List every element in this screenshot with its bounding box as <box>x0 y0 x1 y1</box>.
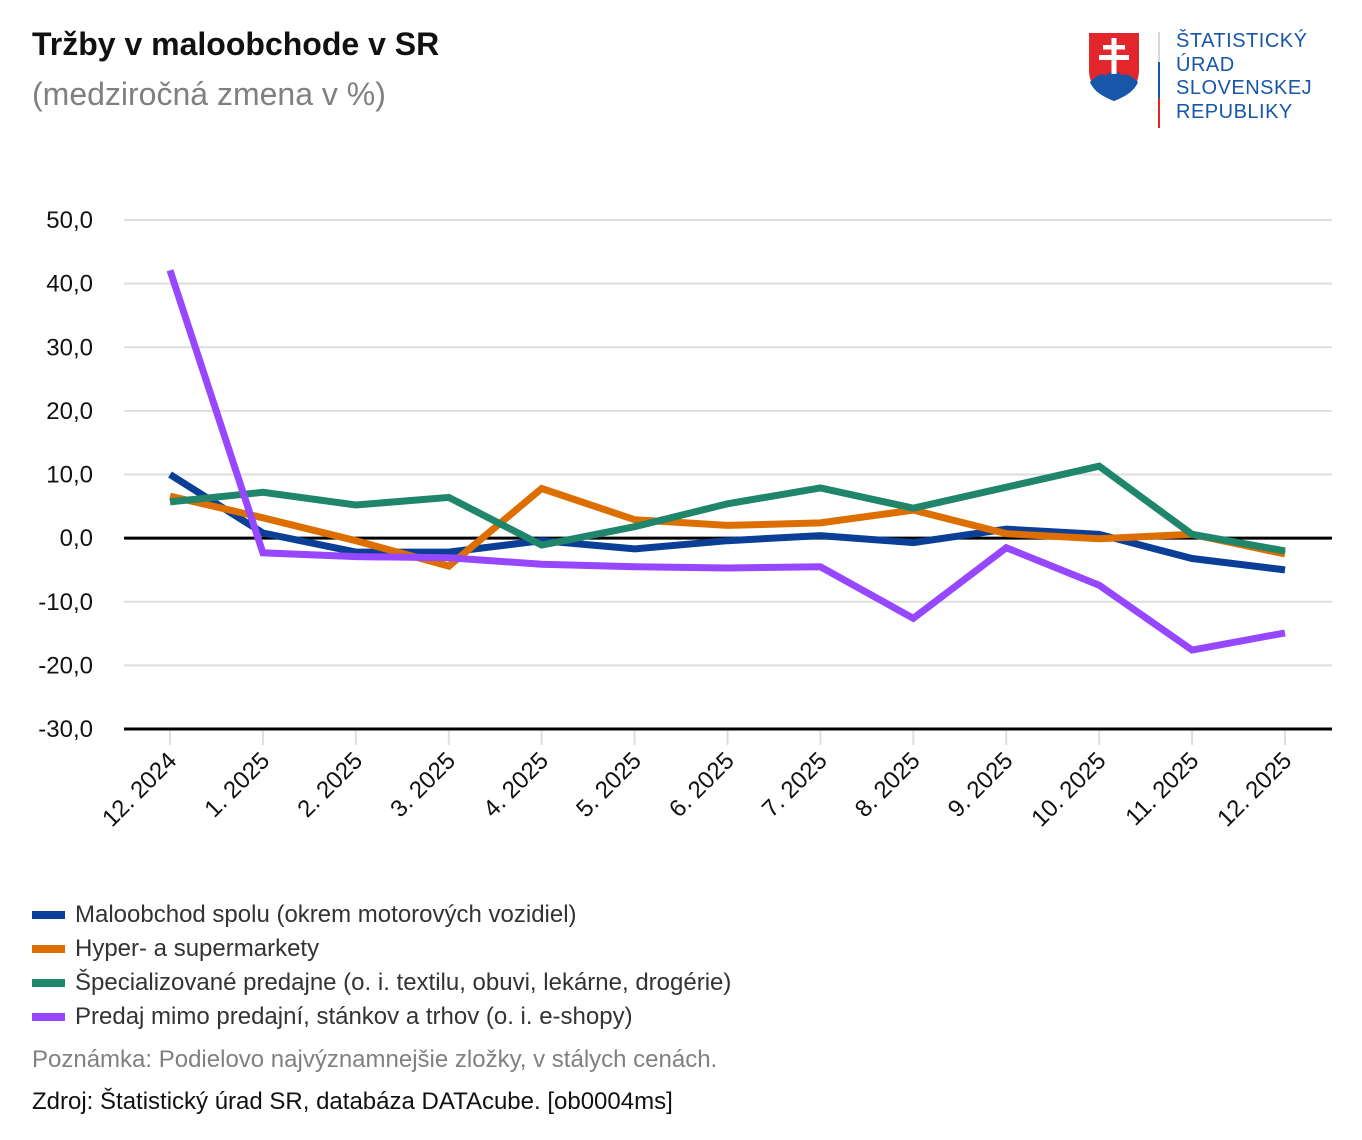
y-tick-label: 40,0 <box>46 271 93 298</box>
legend-label: Maloobchod spolu (okrem motorových vozid… <box>75 901 577 928</box>
legend-label: Hyper- a supermarkety <box>75 935 320 962</box>
legend-item: Maloobchod spolu (okrem motorových vozid… <box>32 898 731 932</box>
legend-item: Hyper- a supermarkety <box>32 932 731 966</box>
logo-divider <box>1158 62 1160 98</box>
y-tick-label: 50,0 <box>46 207 93 234</box>
chart-source: Zdroj: Štatistický úrad SR, databáza DAT… <box>32 1088 673 1115</box>
x-tick-label: 11. 2025 <box>1120 747 1204 831</box>
y-tick-label: 10,0 <box>46 462 93 489</box>
x-tick-label: 9. 2025 <box>943 747 1019 823</box>
x-tick-label: 1. 2025 <box>199 747 275 823</box>
line-chart: 50,0 40,0 30,0 20,0 10,0 0,0 -10,0 -20,0 -30,0 1… <box>38 207 1332 832</box>
logo-line: ŠTATISTICKÝ <box>1176 30 1308 52</box>
x-axis-ticks: 12. 2024 1. 2025 2. 2025 3. 2025 4. 2025 5. 2… <box>97 731 1297 832</box>
logo-line: REPUBLIKY <box>1176 100 1293 123</box>
x-tick-label: 6. 2025 <box>664 747 740 823</box>
legend-swatch <box>32 979 65 987</box>
x-tick-label: 8. 2025 <box>850 747 926 823</box>
x-tick-label: 12. 2025 <box>1212 747 1297 832</box>
slovak-coat-of-arms-icon <box>1089 33 1139 101</box>
series-lines <box>166 269 1286 654</box>
logo-line: ÚRAD <box>1176 53 1235 76</box>
y-tick-label: 20,0 <box>46 398 93 425</box>
series-line-4 <box>166 269 1286 654</box>
legend-swatch <box>32 911 65 919</box>
y-tick-label: 0,0 <box>60 525 93 552</box>
series-line-3 <box>169 462 1286 555</box>
legend-label: Špecializované predajne (o. i. textilu, … <box>75 969 732 996</box>
y-tick-label: -20,0 <box>38 652 93 679</box>
y-axis-ticks: 50,0 40,0 30,0 20,0 10,0 0,0 -10,0 -20,0 -30,0 <box>38 207 93 743</box>
x-tick-label: 7. 2025 <box>757 747 833 823</box>
logo-text: ŠTATISTICKÝ ÚRAD SLOVENSKEJ REPUBLIKY <box>1176 30 1312 124</box>
legend-swatch <box>32 1013 65 1021</box>
x-tick-label: 4. 2025 <box>478 747 554 823</box>
logo-divider <box>1158 32 1160 62</box>
chart-legend: Maloobchod spolu (okrem motorových vozid… <box>32 898 731 1034</box>
x-tick-label: 2. 2025 <box>292 747 368 823</box>
series-line-2 <box>169 484 1286 570</box>
chart-title: Tržby v maloobchode v SR <box>32 26 440 62</box>
x-tick-label: 10. 2025 <box>1026 747 1111 832</box>
statistical-office-logo: ŠTATISTICKÝ ÚRAD SLOVENSKEJ REPUBLIKY <box>1088 30 1328 130</box>
y-tick-label: 30,0 <box>46 334 93 361</box>
series-line-1 <box>168 471 1286 574</box>
legend-label: Predaj mimo predajní, stánkov a trhov (o… <box>75 1003 633 1030</box>
x-tick-label: 5. 2025 <box>571 747 647 823</box>
chart-note: Poznámka: Podielovo najvýznamnejšie zlož… <box>32 1046 718 1073</box>
legend-item: Predaj mimo predajní, stánkov a trhov (o… <box>32 1000 731 1034</box>
legend-item: Špecializované predajne (o. i. textilu, … <box>32 966 731 1000</box>
logo-line: SLOVENSKEJ <box>1176 77 1313 99</box>
logo-divider <box>1158 98 1160 128</box>
chart-subtitle: (medziročná zmena v %) <box>32 76 386 112</box>
legend-swatch <box>32 945 65 953</box>
x-tick-label: 12. 2024 <box>97 747 182 832</box>
x-tick-label: 3. 2025 <box>385 747 461 823</box>
y-tick-label: -10,0 <box>38 589 93 616</box>
y-tick-label: -30,0 <box>38 716 93 743</box>
gridlines <box>124 219 1332 731</box>
